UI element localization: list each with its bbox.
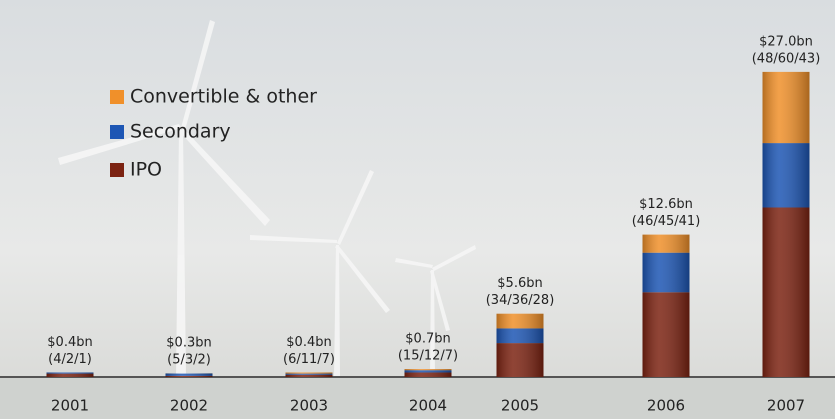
legend-label: Convertible & other bbox=[130, 86, 317, 108]
bar-shade bbox=[642, 234, 690, 377]
total-label: $0.7bn bbox=[405, 332, 450, 347]
legend-label: Secondary bbox=[130, 121, 231, 143]
count-label: (4/2/1) bbox=[48, 352, 92, 367]
legend-swatch bbox=[110, 90, 124, 104]
legend-swatch bbox=[110, 125, 124, 139]
legend-label: IPO bbox=[130, 159, 162, 181]
total-label: $0.4bn bbox=[286, 335, 331, 350]
turbines bbox=[58, 20, 476, 378]
bar-shade bbox=[165, 373, 213, 377]
ground bbox=[0, 377, 835, 419]
count-label: (15/12/7) bbox=[398, 349, 458, 364]
bar-shade bbox=[496, 313, 544, 377]
total-label: $0.3bn bbox=[166, 336, 211, 351]
bar-shade bbox=[762, 71, 810, 378]
x-tick-label: 2006 bbox=[647, 397, 685, 415]
count-label: (5/3/2) bbox=[167, 353, 211, 368]
bar-shade bbox=[285, 372, 333, 377]
count-label: (48/60/43) bbox=[752, 51, 821, 66]
count-label: (34/36/28) bbox=[486, 293, 555, 308]
x-tick-label: 2007 bbox=[767, 397, 805, 415]
x-tick-label: 2004 bbox=[409, 397, 447, 415]
total-label: $5.6bn bbox=[497, 276, 542, 291]
x-tick-label: 2001 bbox=[51, 397, 89, 415]
x-tick-label: 2005 bbox=[501, 397, 539, 415]
count-label: (6/11/7) bbox=[283, 352, 335, 367]
total-label: $27.0bn bbox=[759, 34, 813, 49]
count-label: (46/45/41) bbox=[632, 214, 701, 229]
bar-shade bbox=[46, 372, 94, 377]
total-label: $0.4bn bbox=[47, 335, 92, 350]
x-tick-label: 2002 bbox=[170, 397, 208, 415]
bar-shade bbox=[404, 369, 452, 377]
x-tick-label: 2003 bbox=[290, 397, 328, 415]
legend-swatch bbox=[110, 163, 124, 177]
total-label: $12.6bn bbox=[639, 197, 693, 212]
